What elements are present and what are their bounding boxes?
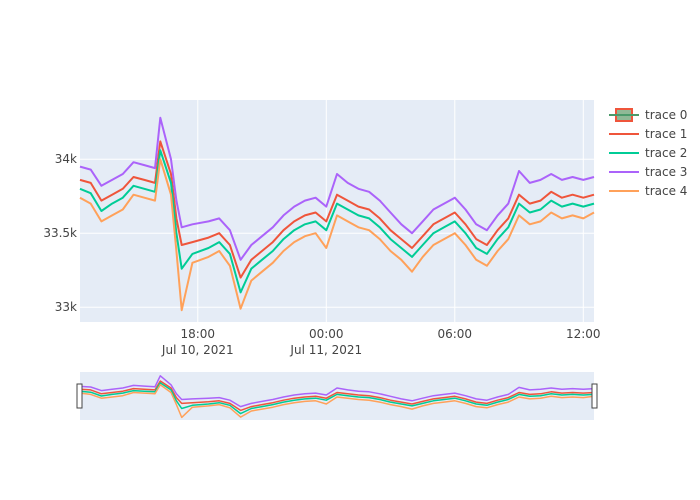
legend[interactable]: trace 0 trace 1 trace 2 trace 3 trace 4 (609, 108, 687, 198)
rangeslider-traces (79, 375, 595, 419)
x-tick-sublabel: Jul 10, 2021 (161, 343, 234, 357)
y-axis: 33k 33.5k 34k (43, 152, 77, 314)
x-tick-sublabel: Jul 11, 2021 (289, 343, 362, 357)
legend-item-trace-3[interactable]: trace 3 (609, 165, 687, 179)
y-tick-label: 33.5k (43, 226, 77, 240)
x-tick-label: 18:00 (180, 327, 215, 341)
y-tick-label: 33k (55, 300, 77, 314)
legend-label: trace 0 (645, 108, 687, 122)
legend-item-trace-1[interactable]: trace 1 (609, 127, 687, 141)
series-line-trace-3[interactable] (79, 116, 595, 261)
legend-label: trace 3 (645, 165, 687, 179)
rangeslider-line-trace-3 (79, 375, 595, 408)
x-tick-label: 12:00 (566, 327, 601, 341)
legend-item-trace-0[interactable]: trace 0 (609, 108, 687, 122)
y-tick-label: 34k (55, 152, 77, 166)
rangeslider-line-trace-1 (79, 380, 595, 412)
series-line-trace-1[interactable] (79, 140, 595, 279)
x-tick-label: 06:00 (437, 327, 472, 341)
legend-label: trace 1 (645, 127, 687, 141)
series-line-trace-2[interactable] (79, 149, 595, 294)
series-line-trace-4[interactable] (79, 158, 595, 312)
rangeslider-line-trace-2 (79, 382, 595, 415)
legend-label: trace 2 (645, 146, 687, 160)
legend-label: trace 4 (645, 184, 687, 198)
legend-item-trace-2[interactable]: trace 2 (609, 146, 687, 160)
rangeslider-left-handle[interactable] (76, 383, 83, 409)
x-axis: 18:00 Jul 10, 2021 00:00 Jul 11, 2021 06:00 1… (161, 327, 601, 357)
plot-traces[interactable] (79, 116, 595, 312)
legend-item-trace-4[interactable]: trace 4 (609, 184, 687, 198)
rangeslider-line-trace-4 (79, 384, 595, 419)
rangeslider-right-handle[interactable] (591, 383, 598, 409)
x-tick-label: 00:00 (309, 327, 344, 341)
plot-background (80, 100, 594, 322)
